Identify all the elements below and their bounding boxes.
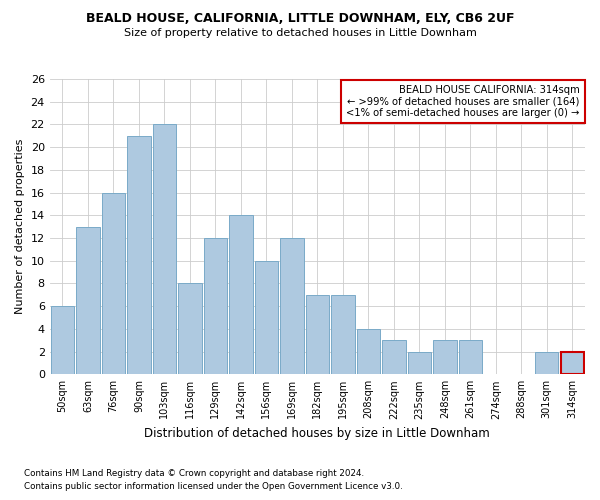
Bar [305, 295, 329, 374]
Text: Contains public sector information licensed under the Open Government Licence v3: Contains public sector information licen… [24, 482, 403, 491]
Bar [178, 284, 202, 374]
Bar [76, 226, 100, 374]
Bar [560, 352, 584, 374]
Bar [458, 340, 482, 374]
Bar [152, 124, 176, 374]
Bar [382, 340, 406, 374]
Bar [127, 136, 151, 374]
Bar [280, 238, 304, 374]
Bar [229, 216, 253, 374]
Bar [50, 306, 74, 374]
X-axis label: Distribution of detached houses by size in Little Downham: Distribution of detached houses by size … [145, 427, 490, 440]
Bar [356, 329, 380, 374]
Text: BEALD HOUSE CALIFORNIA: 314sqm
← >99% of detached houses are smaller (164)
<1% o: BEALD HOUSE CALIFORNIA: 314sqm ← >99% of… [346, 85, 580, 118]
Bar [535, 352, 559, 374]
Y-axis label: Number of detached properties: Number of detached properties [15, 139, 25, 314]
Bar [101, 192, 125, 374]
Text: BEALD HOUSE, CALIFORNIA, LITTLE DOWNHAM, ELY, CB6 2UF: BEALD HOUSE, CALIFORNIA, LITTLE DOWNHAM,… [86, 12, 514, 26]
Text: Contains HM Land Registry data © Crown copyright and database right 2024.: Contains HM Land Registry data © Crown c… [24, 468, 364, 477]
Bar [254, 260, 278, 374]
Bar [203, 238, 227, 374]
Text: Size of property relative to detached houses in Little Downham: Size of property relative to detached ho… [124, 28, 476, 38]
Bar [407, 352, 431, 374]
Bar [433, 340, 457, 374]
Bar [331, 295, 355, 374]
